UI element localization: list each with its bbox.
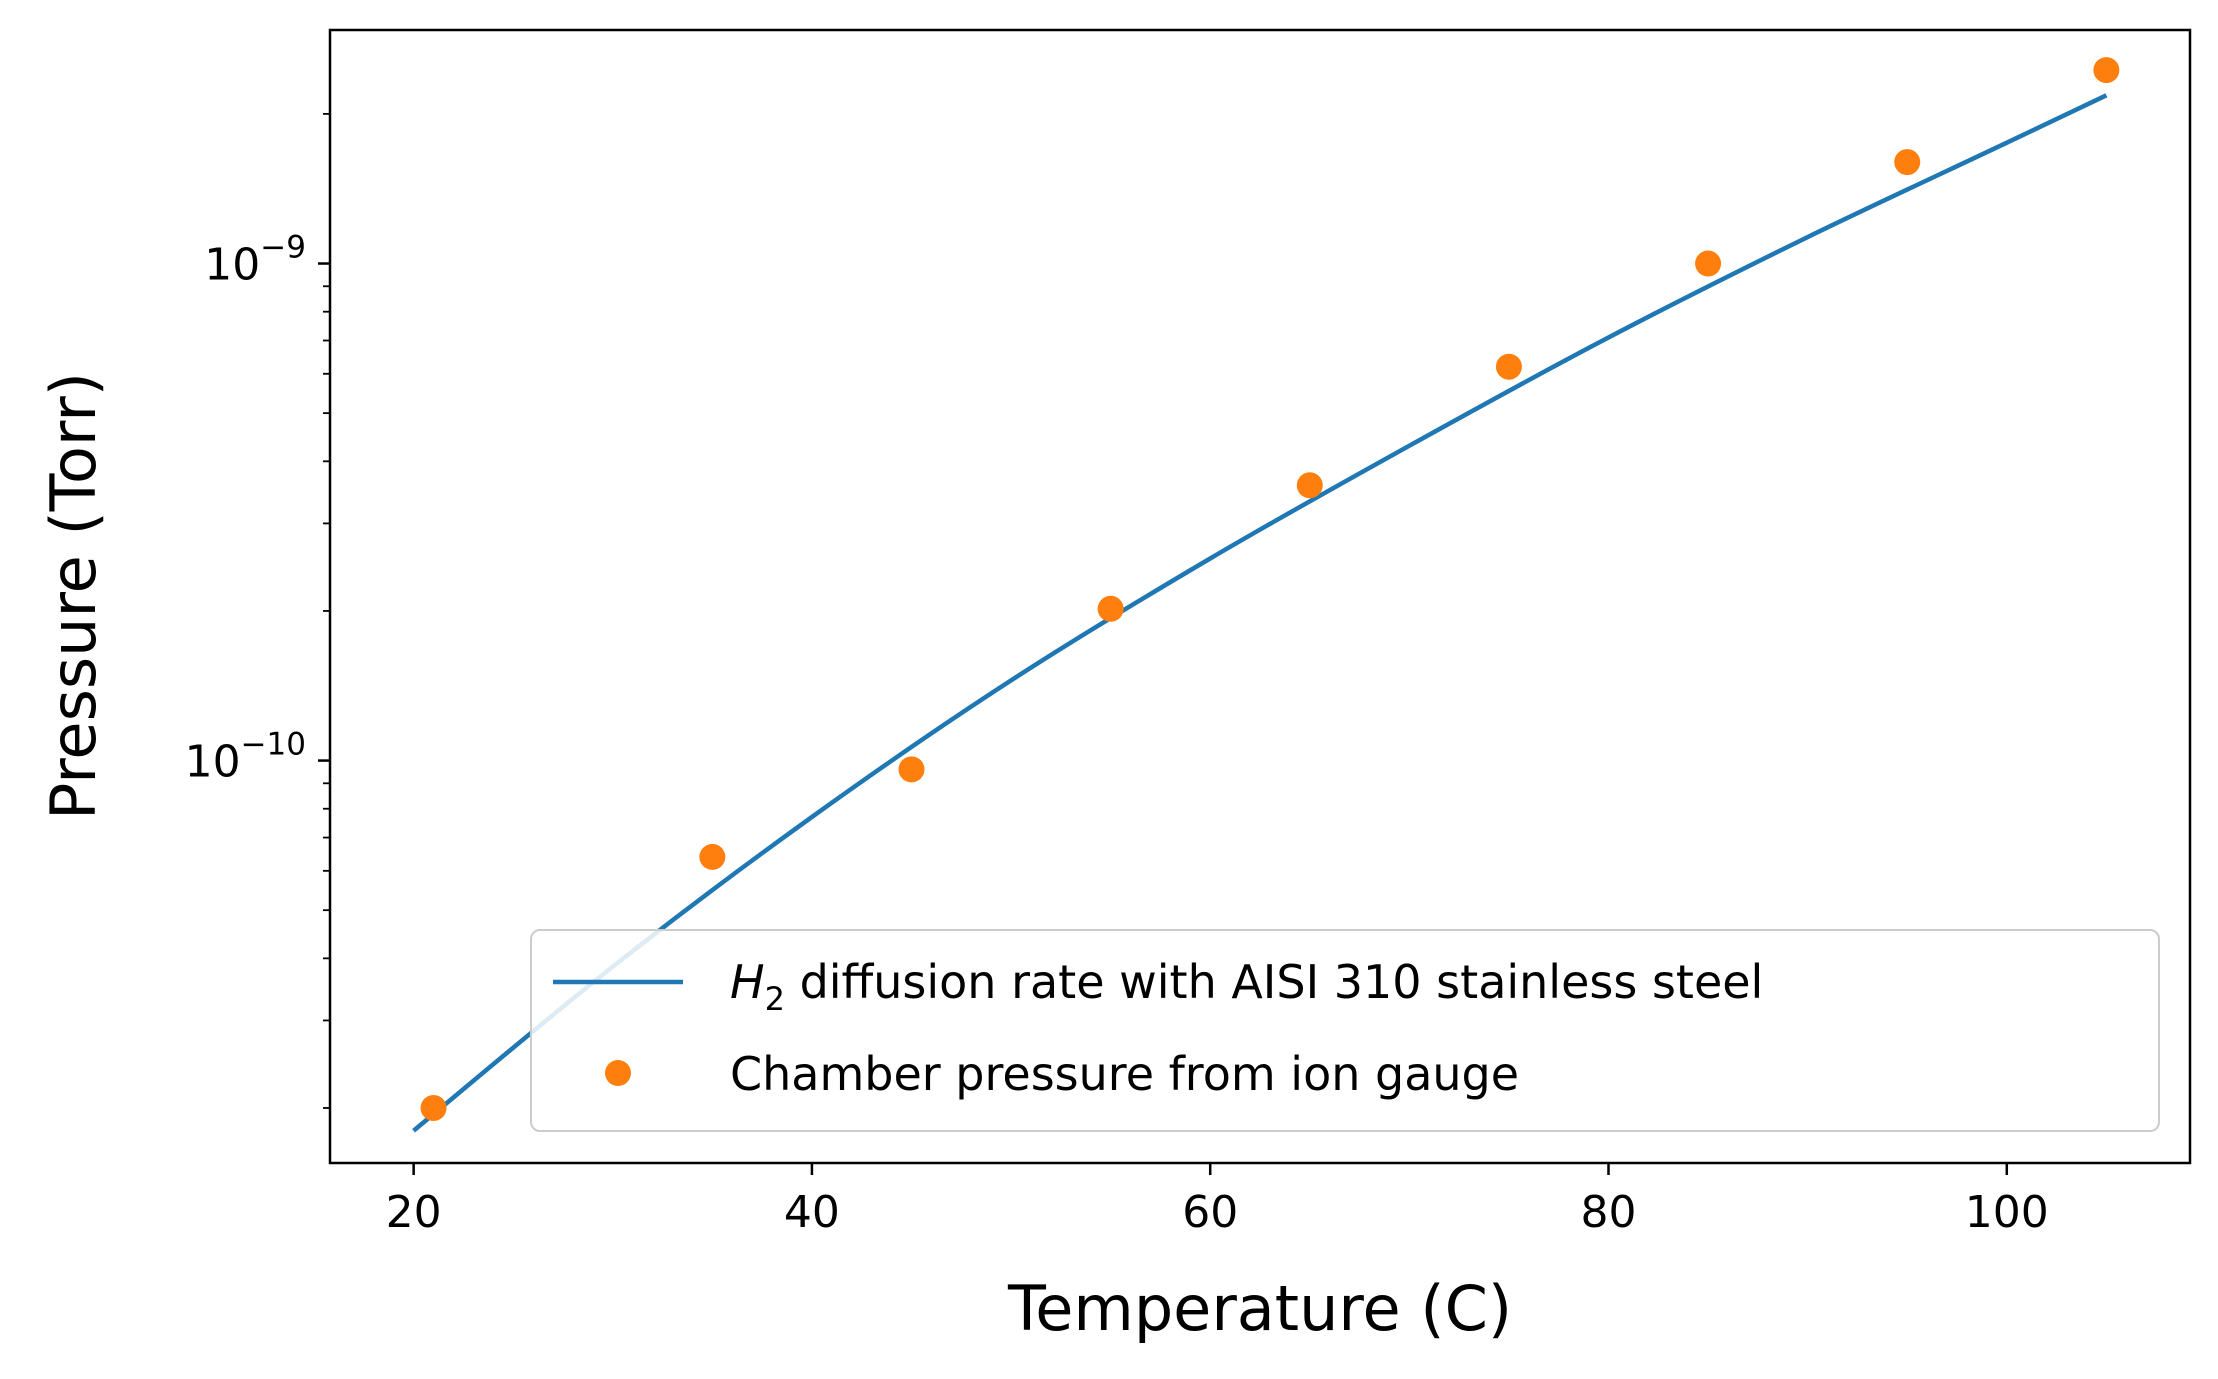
legend-box bbox=[530, 929, 2160, 1132]
data-point bbox=[898, 756, 925, 783]
x-axis-label: Temperature (C) bbox=[1007, 1272, 1512, 1345]
x-tick-label: 80 bbox=[1581, 1187, 1637, 1238]
y-axis-label: Pressure (Torr) bbox=[37, 372, 110, 820]
legend-label-diffusion-h: H bbox=[730, 955, 765, 1009]
y-tick-label: 10−10 bbox=[185, 727, 306, 788]
legend-label-diffusion: H2 diffusion rate with AISI 310 stainles… bbox=[730, 955, 1763, 1018]
axes-frame bbox=[328, 28, 2192, 1165]
y-axis-ticks: 10−10 10−9 bbox=[185, 112, 330, 1109]
legend-marker-swatch bbox=[605, 1060, 631, 1086]
data-point bbox=[1296, 472, 1323, 499]
legend-label-diffusion-rest: diffusion rate with AISI 310 stainless s… bbox=[785, 955, 1763, 1009]
y-tick-label: 10−9 bbox=[204, 230, 306, 291]
legend-label-chamber: Chamber pressure from ion gauge bbox=[730, 1047, 1519, 1101]
data-point bbox=[1495, 353, 1522, 380]
data-point bbox=[1894, 149, 1921, 176]
data-point bbox=[1695, 250, 1722, 277]
x-tick-label: 60 bbox=[1182, 1187, 1238, 1238]
data-point bbox=[2093, 57, 2120, 84]
x-tick-label: 100 bbox=[1965, 1187, 2049, 1238]
legend-label-diffusion-sub: 2 bbox=[765, 980, 785, 1018]
x-axis-ticks: 20 40 60 80 100 bbox=[386, 1163, 2049, 1238]
data-point bbox=[420, 1094, 447, 1121]
legend: H2 diffusion rate with AISI 310 stainles… bbox=[530, 929, 2160, 1132]
plot-area bbox=[412, 57, 2120, 1133]
x-tick-label: 40 bbox=[784, 1187, 840, 1238]
data-point bbox=[699, 843, 726, 870]
data-point bbox=[1097, 595, 1124, 622]
series-line-diffusion bbox=[412, 93, 2108, 1133]
x-tick-label: 20 bbox=[386, 1187, 442, 1238]
